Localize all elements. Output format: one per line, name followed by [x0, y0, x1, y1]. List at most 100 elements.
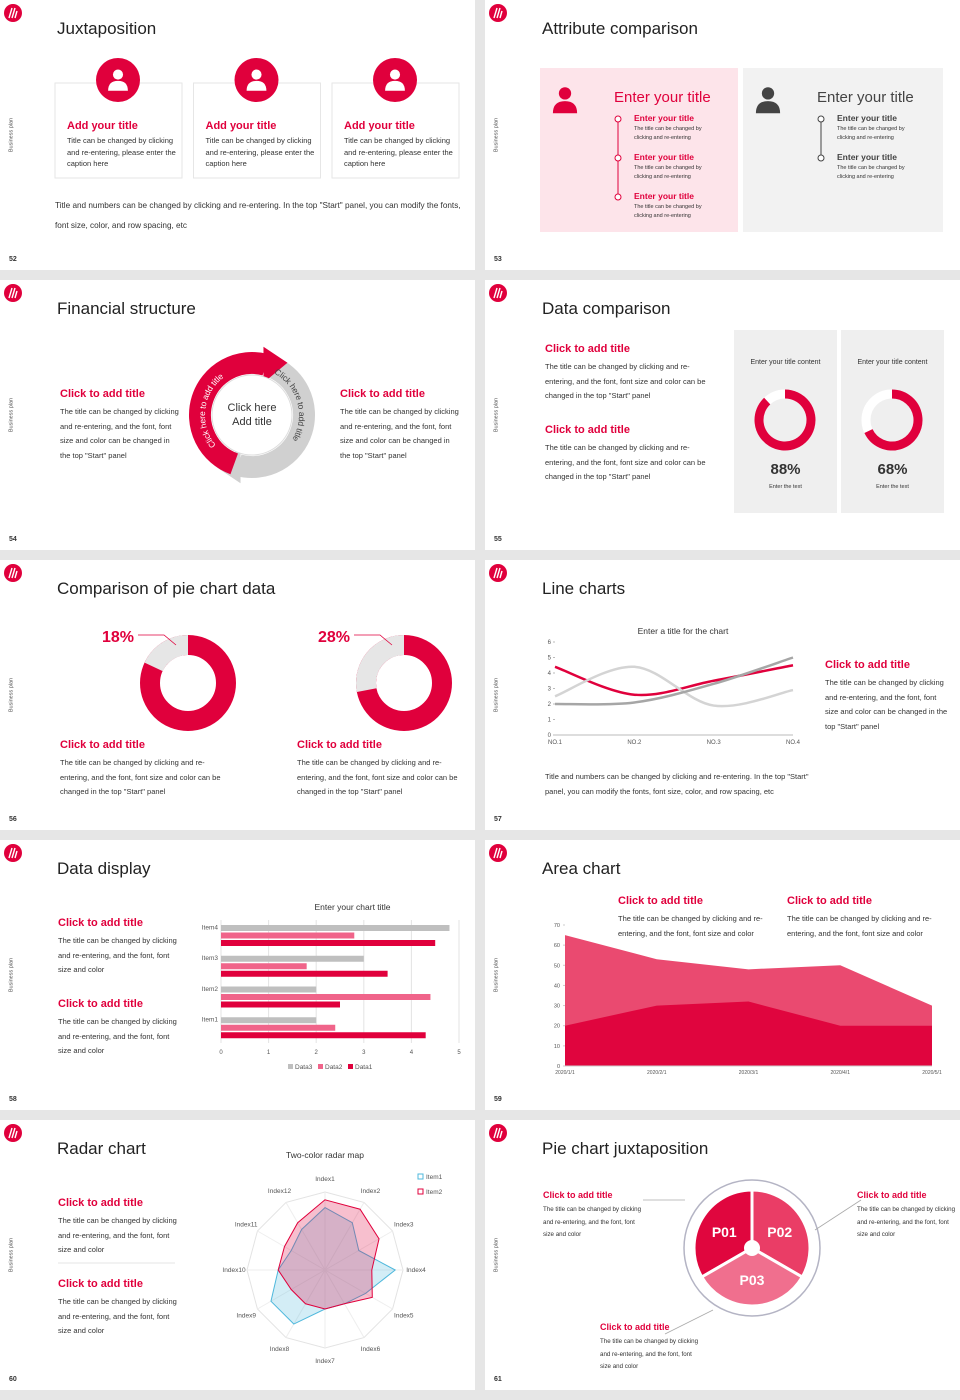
panel — [841, 330, 944, 513]
donut-value: 68% — [877, 461, 908, 478]
legend-swatch — [318, 1064, 323, 1069]
bar — [221, 940, 436, 946]
item-title: Enter your title — [634, 191, 694, 201]
card-text: Title can be changed by clicking and re-… — [205, 136, 315, 168]
category-label: Index8 — [270, 1346, 290, 1353]
category-label: Index9 — [236, 1313, 256, 1320]
x-tick-label: 2 — [315, 1050, 319, 1056]
line — [554, 665, 794, 708]
x-tick-label: 0 — [219, 1050, 223, 1056]
block-title: Click to add title — [58, 917, 143, 929]
arrow-gray — [235, 355, 315, 478]
inner-circle — [211, 374, 293, 456]
slide: Data comparison Business plan 55 Click to a… — [485, 280, 960, 550]
chart-title: Enter a title for the chart — [637, 626, 729, 636]
x-tick-label: NO.1 — [548, 740, 563, 746]
slide: Click here to add title Click here to add… — [0, 280, 475, 550]
block-text: The title can be changed by clicking and… — [58, 1216, 177, 1254]
arrow-red — [189, 352, 269, 475]
area — [565, 1001, 932, 1066]
timeline-dot — [614, 154, 622, 162]
slide-graphics: Index1 Index2 Index3 Index4 Index5 Index6 Inde… — [4, 1124, 443, 1365]
panel — [743, 68, 943, 232]
y-tick-label: 50 — [554, 963, 560, 969]
timeline-dot — [614, 115, 622, 123]
item-text: The title can be changed by clicking and… — [634, 204, 702, 219]
slide-title: Data comparison — [542, 299, 671, 318]
bar — [221, 963, 307, 970]
slide: Attribute comparison Business plan 53 Enter… — [485, 0, 960, 270]
logo-mark — [493, 7, 503, 19]
y-tick-label: Item2 — [202, 986, 219, 993]
card-title: Add your title — [205, 120, 277, 132]
y-tick-label: 70 — [554, 923, 560, 929]
ring-share — [144, 635, 189, 672]
legend-label: Item1 — [426, 1174, 443, 1181]
item-title: Enter your title — [837, 152, 897, 162]
item-title: Enter your title — [634, 113, 694, 123]
x-tick-label: 2020/4/1 — [831, 1070, 851, 1076]
icon-body — [385, 80, 405, 91]
page-number: 60 — [9, 1376, 17, 1383]
leader — [138, 634, 177, 646]
side-label: Business plan — [8, 117, 15, 153]
x-tick-label: 2020/3/1 — [739, 1070, 759, 1076]
block-text: The title can be changed by clicking and… — [58, 1017, 177, 1055]
block-title: Click to add title — [545, 343, 630, 355]
item-text: The title can be changed by clicking and… — [837, 165, 905, 180]
donut-arc — [754, 389, 816, 451]
slide-graphics — [489, 4, 943, 232]
slide-title: Financial structure — [57, 299, 196, 318]
page-number: 59 — [494, 1096, 502, 1103]
y-tick-label: Item4 — [202, 924, 219, 931]
block-title: Click to add title — [340, 388, 425, 400]
slide-graphics — [489, 284, 944, 513]
y-tick-label: Item1 — [202, 1017, 219, 1024]
timeline-dot — [817, 115, 825, 123]
donut-heading: Enter your title content — [857, 359, 928, 366]
block-title: Click to add title — [58, 1197, 143, 1209]
block-title: Click to add title — [825, 659, 910, 671]
page-number: 56 — [9, 816, 17, 823]
block-text: The title can be changed by clicking and… — [857, 1206, 956, 1238]
legend-label: Data1 — [355, 1064, 373, 1071]
connector — [814, 1199, 862, 1231]
block-title: Click to add title — [60, 388, 145, 400]
block-text: The title can be changed by clicking and… — [545, 443, 706, 481]
sector-label: P01 — [712, 1224, 737, 1240]
timeline-dot — [817, 154, 825, 162]
x-tick-label: 2020/1/1 — [555, 1070, 575, 1076]
page-number: 57 — [494, 816, 502, 823]
block-title: Click to add title — [297, 739, 382, 751]
side-label: Business plan — [493, 397, 500, 433]
slide: 0 10 20 30 40 50 60 70 2020/1/1 2020/2/1 2020/3/1 2… — [485, 840, 960, 1110]
block-title: Click to add title — [58, 998, 143, 1010]
item-text: The title can be changed by clicking and… — [634, 126, 702, 141]
category-label: Index1 — [315, 1176, 335, 1183]
line — [554, 656, 794, 706]
side-label: Business plan — [493, 1237, 500, 1273]
y-tick-label: 1 — [548, 718, 552, 724]
side-label: Business plan — [493, 117, 500, 153]
block-text: The title can be changed by clicking and… — [340, 407, 459, 460]
x-tick-label: NO.4 — [786, 740, 801, 746]
legend-swatch — [417, 1188, 424, 1195]
icon-head — [251, 69, 262, 80]
item-title: Enter your title — [634, 152, 694, 162]
page-number: 61 — [494, 1376, 502, 1383]
logo-mark — [8, 847, 18, 859]
logo-mark — [493, 1127, 503, 1139]
slide-title: Juxtaposition — [57, 19, 157, 38]
note: Title and numbers can be changed by clic… — [55, 201, 461, 230]
x-tick-label: 2020/5/1 — [922, 1070, 942, 1076]
ring-share — [356, 635, 405, 692]
bar — [221, 1001, 340, 1008]
x-tick-label: 5 — [457, 1050, 461, 1056]
sector-label: P03 — [740, 1272, 765, 1288]
y-tick-label: 60 — [554, 943, 560, 949]
x-tick-label: 2020/2/1 — [647, 1070, 667, 1076]
y-tick-label: 10 — [554, 1044, 560, 1050]
donut-value: 88% — [770, 461, 801, 478]
radar-spoke — [324, 1202, 365, 1271]
card-icon — [96, 58, 140, 102]
